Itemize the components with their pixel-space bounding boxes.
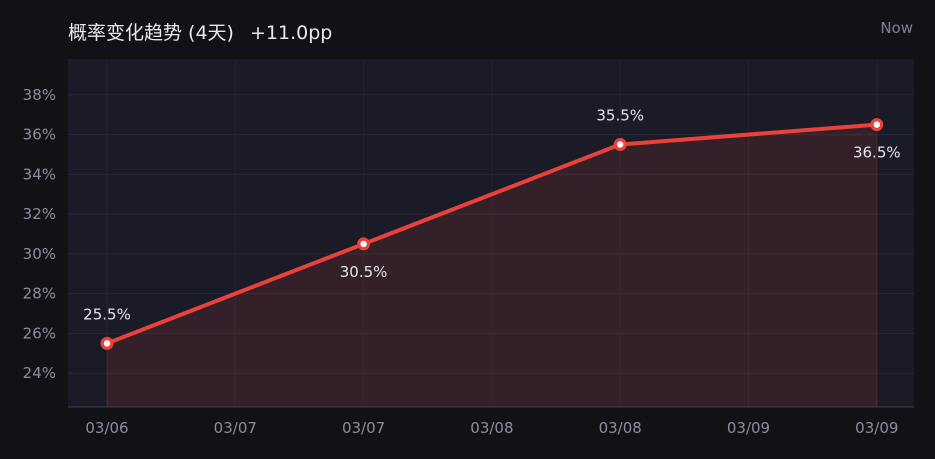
y-tick-label: 32% xyxy=(23,205,56,223)
y-tick-label: 26% xyxy=(23,324,56,342)
y-tick-label: 30% xyxy=(23,245,56,263)
data-point-center xyxy=(873,121,880,128)
now-label: Now xyxy=(880,19,913,37)
y-tick-label: 36% xyxy=(23,126,56,144)
x-tick-label: 03/09 xyxy=(855,419,898,437)
data-label: 36.5% xyxy=(853,144,901,162)
series-line xyxy=(106,122,877,346)
data-label: 35.5% xyxy=(596,107,644,125)
data-point-center xyxy=(617,141,624,148)
data-label: 25.5% xyxy=(83,305,131,323)
plot-area xyxy=(68,59,914,407)
y-tick-label: 34% xyxy=(23,165,56,183)
x-tick-label: 03/08 xyxy=(599,419,642,437)
chart-header: 概率变化趋势 (4天) +11.0pp xyxy=(68,18,332,45)
y-tick-label: 38% xyxy=(23,86,56,104)
x-tick-label: 03/08 xyxy=(470,419,513,437)
x-tick-label: 03/06 xyxy=(85,419,128,437)
data-point-center xyxy=(360,240,367,248)
change-value: +11.0pp xyxy=(249,22,333,44)
series-area xyxy=(107,124,877,407)
y-tick-label: 28% xyxy=(23,285,56,303)
x-tick-label: 03/07 xyxy=(214,419,257,437)
data-point-center xyxy=(103,340,111,347)
x-tick-label: 03/09 xyxy=(727,419,770,437)
y-tick-label: 24% xyxy=(23,364,56,382)
x-axis: 03/06 03/07 03/07 03/08 03/08 03/09 03/09 xyxy=(85,419,898,437)
grid-lines xyxy=(68,59,914,407)
x-tick-label: 03/07 xyxy=(342,419,385,437)
data-label: 30.5% xyxy=(340,263,388,281)
chart-title: 概率变化趋势 (4天) xyxy=(68,22,234,44)
y-axis: 24% 26% 28% 30% 32% 34% 36% 38% xyxy=(23,86,56,382)
data-points xyxy=(100,118,884,350)
data-labels: 25.5% 30.5% 35.5% 36.5% xyxy=(83,107,900,324)
